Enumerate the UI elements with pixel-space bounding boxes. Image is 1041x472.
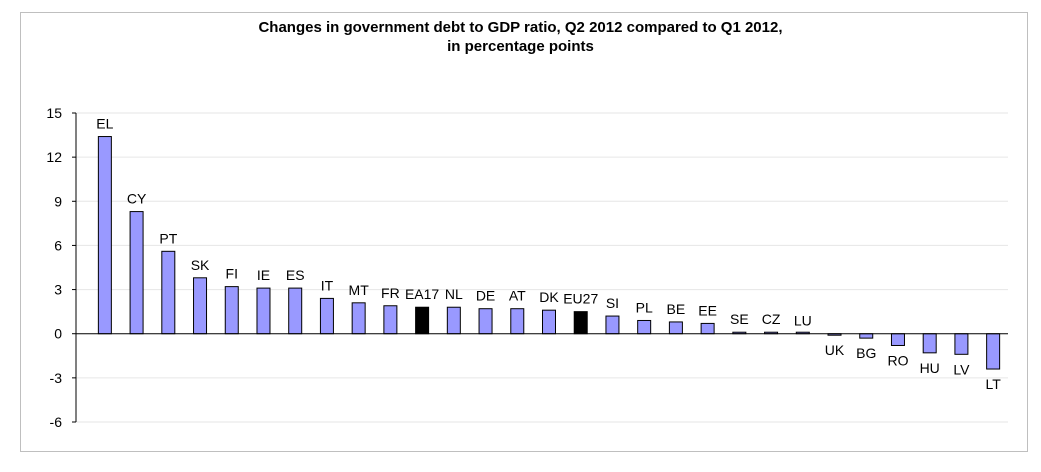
bar-eu27 xyxy=(573,311,588,335)
bar-label: EA17 xyxy=(405,286,439,302)
bar-mt xyxy=(351,302,366,335)
bar-de xyxy=(478,308,493,335)
bar-label: SK xyxy=(191,257,210,273)
bar-ro xyxy=(890,333,905,346)
y-tick-label: 15 xyxy=(46,105,62,121)
chart-title: Changes in government debt to GDP ratio,… xyxy=(258,19,783,36)
bar-ie xyxy=(256,287,271,335)
chart-frame xyxy=(20,12,1028,452)
chart-title-block: Changes in government debt to GDP ratio,… xyxy=(0,18,1041,56)
bar-at xyxy=(510,308,525,335)
y-tick-label: 6 xyxy=(54,237,62,253)
bar-label: RO xyxy=(887,352,908,368)
bar-it xyxy=(319,297,334,335)
bar-ea17 xyxy=(415,306,430,335)
bar-label: CZ xyxy=(762,311,781,327)
bar-label: BE xyxy=(667,301,686,317)
bar-label: PT xyxy=(159,230,177,246)
bar-label: EL xyxy=(96,116,113,132)
bar-lv xyxy=(954,333,969,355)
bar-label: SE xyxy=(730,311,749,327)
bar-label: SI xyxy=(606,295,619,311)
bar-label: HU xyxy=(920,360,940,376)
bar-label: ES xyxy=(286,267,305,283)
bar-cy xyxy=(129,211,144,335)
bar-label: NL xyxy=(445,286,463,302)
bar-label: LU xyxy=(794,313,812,329)
y-tick-label: 3 xyxy=(54,282,62,298)
bar-fr xyxy=(383,305,398,335)
bar-label: LT xyxy=(985,376,1001,392)
bar-es xyxy=(288,287,303,335)
bar-bg xyxy=(859,333,874,339)
y-tick-label: -3 xyxy=(50,370,63,386)
bar-sk xyxy=(193,277,208,335)
bar-label: FI xyxy=(226,266,238,282)
bar-dk xyxy=(542,309,556,335)
bar-hu xyxy=(922,333,937,354)
bar-label: AT xyxy=(509,288,526,304)
bar-ee xyxy=(700,322,715,335)
y-tick-label: -6 xyxy=(50,414,63,430)
y-tick-label: 0 xyxy=(54,326,62,342)
bar-si xyxy=(605,315,620,335)
bar-label: EE xyxy=(698,302,717,318)
bar-label: FR xyxy=(381,285,400,301)
bar-label: MT xyxy=(349,282,370,298)
bar-label: DK xyxy=(539,289,559,305)
bar-label: BG xyxy=(856,345,876,361)
bar-label: UK xyxy=(825,342,845,358)
bar-pl xyxy=(637,319,652,335)
bar-fi xyxy=(224,286,239,335)
bar-label: IE xyxy=(257,267,270,283)
bar-label: IT xyxy=(321,277,334,293)
y-tick-label: 9 xyxy=(54,193,62,209)
bar-label: PL xyxy=(636,299,653,315)
y-tick-label: 12 xyxy=(46,149,62,165)
chart-subtitle: in percentage points xyxy=(447,38,594,55)
bar-label: LV xyxy=(953,361,970,377)
bar-lt xyxy=(986,333,1001,370)
bar-nl xyxy=(446,306,461,335)
bar-label: CY xyxy=(127,191,147,207)
bar-be xyxy=(668,321,683,335)
bar-label: DE xyxy=(476,288,495,304)
bar-pt xyxy=(161,250,176,335)
bar-el xyxy=(97,136,112,335)
bar-label: EU27 xyxy=(563,291,598,307)
